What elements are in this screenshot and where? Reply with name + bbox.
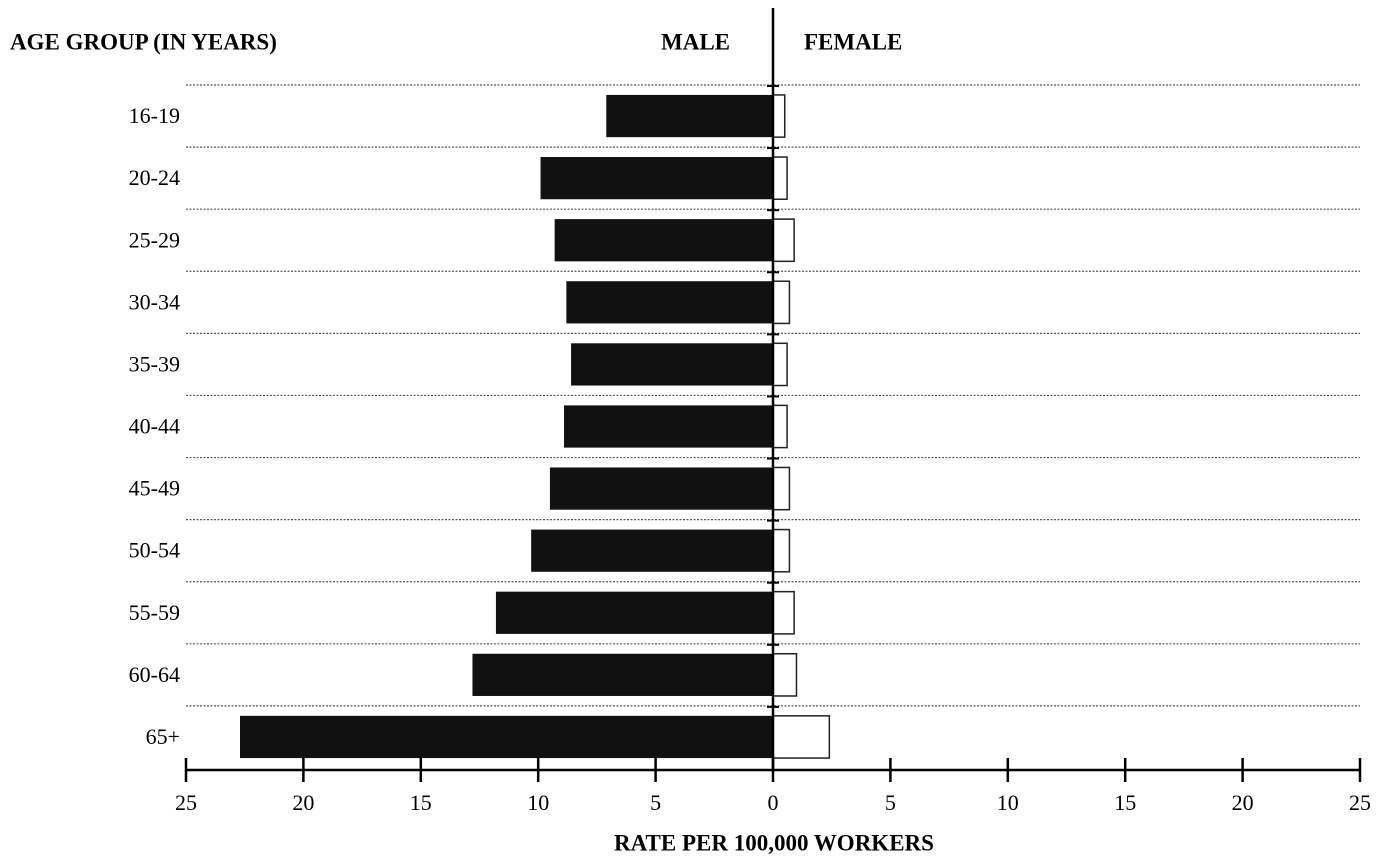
y-axis-title: AGE GROUP (IN YEARS) — [10, 29, 277, 54]
bar — [772, 404, 788, 449]
x-tick-label: 15 — [1114, 790, 1136, 815]
x-tick-label: 15 — [410, 790, 432, 815]
y-tick-label: 55-59 — [129, 600, 180, 625]
x-tick-label: 5 — [650, 790, 661, 815]
x-tick-label: 20 — [1232, 790, 1254, 815]
bar — [606, 94, 773, 138]
legend-label: FEMALE — [804, 29, 902, 54]
x-axis-title: RATE PER 100,000 WORKERS — [614, 830, 934, 855]
x-tick-label: 25 — [175, 790, 197, 815]
y-tick-label: 50-54 — [129, 538, 180, 563]
y-tick-label: 16-19 — [129, 103, 180, 128]
bar — [240, 715, 773, 759]
bar — [554, 219, 773, 262]
bar — [571, 343, 773, 386]
y-tick-label: 25-29 — [129, 227, 180, 252]
x-tick-label: 5 — [885, 790, 896, 815]
bar — [772, 218, 795, 263]
bar — [549, 467, 773, 510]
y-tick-label: 45-49 — [129, 476, 180, 501]
bar — [772, 94, 786, 138]
y-tick-label: 40-44 — [129, 414, 180, 439]
x-tick-label: 0 — [768, 790, 779, 815]
bar — [772, 715, 831, 759]
bar — [495, 591, 773, 634]
bar — [772, 590, 795, 635]
bar — [772, 156, 788, 200]
bar — [540, 157, 773, 200]
bar — [772, 466, 791, 511]
y-tick-label: 30-34 — [129, 289, 180, 314]
y-tick-label: 20-24 — [129, 165, 180, 190]
bar — [566, 281, 773, 324]
bar — [472, 653, 773, 696]
x-tick-label: 20 — [292, 790, 314, 815]
y-tick-label: 65+ — [146, 724, 180, 749]
bar — [772, 528, 791, 573]
x-tick-label: 25 — [1349, 790, 1371, 815]
x-tick-label: 10 — [527, 790, 549, 815]
bar — [772, 280, 791, 325]
y-tick-label: 35-39 — [129, 351, 180, 376]
bar — [531, 529, 773, 572]
bar — [772, 342, 788, 387]
bar — [564, 405, 773, 448]
legend-label: MALE — [661, 29, 730, 54]
y-tick-label: 60-64 — [129, 662, 180, 687]
x-tick-label: 10 — [997, 790, 1019, 815]
bar — [772, 653, 798, 697]
